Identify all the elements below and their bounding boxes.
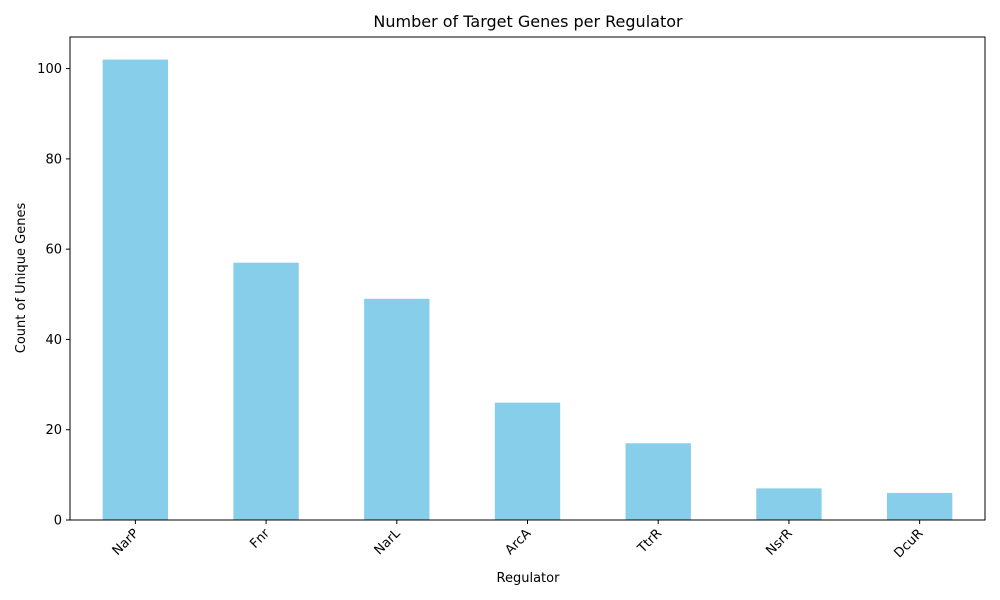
x-tick-label: ArcA <box>503 526 535 558</box>
bar-ttrr <box>625 443 691 520</box>
x-tick-label: TtrR <box>634 526 665 557</box>
x-tick-label: NarL <box>372 526 405 559</box>
bars-group <box>102 59 953 520</box>
y-axis-label: Count of Unique Genes <box>14 203 29 354</box>
bar-nsrr <box>756 488 822 520</box>
x-tick-label: NsrR <box>763 526 795 558</box>
bar-dcur <box>886 492 953 520</box>
y-tick-label: 100 <box>37 62 62 77</box>
y-tick-label: 0 <box>54 514 62 529</box>
y-tick-label: 20 <box>45 423 62 438</box>
y-tick-label: 60 <box>45 243 62 258</box>
x-tick-label: Fnr <box>247 526 273 552</box>
bar-narl <box>364 298 430 520</box>
bar-narp <box>102 59 169 520</box>
bar-arca <box>494 402 561 520</box>
chart-title: Number of Target Genes per Regulator <box>373 12 683 31</box>
x-tick-label: NarP <box>110 526 143 559</box>
x-axis-label: Regulator <box>497 571 561 586</box>
y-tick-label: 80 <box>45 152 62 167</box>
y-axis: 0 20 40 60 80 100 <box>37 62 70 529</box>
bar-fnr <box>233 262 299 520</box>
x-tick-label: DcuR <box>892 526 927 561</box>
y-tick-label: 40 <box>45 333 62 348</box>
x-axis: NarP Fnr NarL ArcA TtrR NsrR DcuR <box>110 520 927 561</box>
